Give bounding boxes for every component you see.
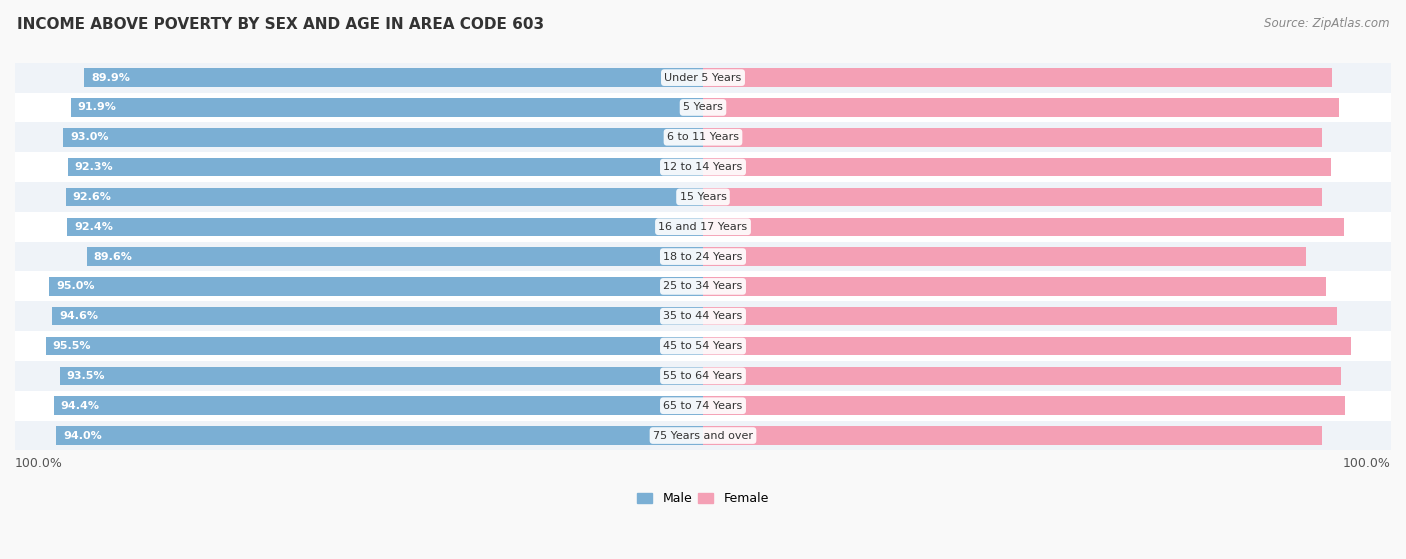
Bar [67, 217, 703, 236]
Text: 92.3%: 92.3% [75, 162, 114, 172]
Text: 90.0%: 90.0% [1277, 192, 1316, 202]
Text: 89.9%: 89.9% [91, 73, 131, 83]
Bar [15, 301, 1391, 331]
Bar [56, 427, 703, 445]
Bar [703, 427, 1322, 445]
Text: 92.4%: 92.4% [1294, 102, 1331, 112]
Bar [703, 247, 1306, 266]
Bar [703, 128, 1322, 146]
Text: 15 Years: 15 Years [679, 192, 727, 202]
Bar [70, 98, 703, 117]
Bar [703, 98, 1339, 117]
Text: 92.8%: 92.8% [1296, 371, 1334, 381]
Text: 100.0%: 100.0% [1343, 457, 1391, 470]
Bar [15, 272, 1391, 301]
Text: 100.0%: 100.0% [15, 457, 63, 470]
Bar [87, 247, 703, 266]
Bar [15, 241, 1391, 272]
Text: 89.6%: 89.6% [93, 252, 132, 262]
Text: 12 to 14 Years: 12 to 14 Years [664, 162, 742, 172]
Text: 91.3%: 91.3% [1285, 162, 1324, 172]
Text: 94.4%: 94.4% [60, 401, 100, 411]
Text: 5 Years: 5 Years [683, 102, 723, 112]
Text: 94.2%: 94.2% [1305, 341, 1344, 351]
Bar [703, 158, 1331, 176]
Text: 93.0%: 93.0% [70, 132, 108, 143]
Text: 93.3%: 93.3% [1299, 401, 1339, 411]
Bar [703, 217, 1344, 236]
Text: 45 to 54 Years: 45 to 54 Years [664, 341, 742, 351]
Bar [15, 122, 1391, 152]
Bar [84, 68, 703, 87]
Text: 65 to 74 Years: 65 to 74 Years [664, 401, 742, 411]
Text: 91.4%: 91.4% [1286, 73, 1324, 83]
Bar [15, 93, 1391, 122]
Bar [52, 307, 703, 325]
Text: 25 to 34 Years: 25 to 34 Years [664, 281, 742, 291]
Text: 90.0%: 90.0% [1277, 430, 1316, 440]
Text: 93.5%: 93.5% [66, 371, 105, 381]
Text: 18 to 24 Years: 18 to 24 Years [664, 252, 742, 262]
Text: 92.4%: 92.4% [75, 222, 112, 232]
Bar [15, 331, 1391, 361]
Text: 95.0%: 95.0% [56, 281, 94, 291]
Text: 90.5%: 90.5% [1281, 281, 1319, 291]
Bar [703, 68, 1331, 87]
Text: 35 to 44 Years: 35 to 44 Years [664, 311, 742, 321]
Bar [15, 152, 1391, 182]
Text: Under 5 Years: Under 5 Years [665, 73, 741, 83]
Bar [63, 128, 703, 146]
Bar [703, 367, 1341, 385]
Text: 91.9%: 91.9% [77, 102, 117, 112]
Bar [703, 307, 1337, 325]
Bar [703, 337, 1351, 356]
Bar [53, 396, 703, 415]
Text: 87.6%: 87.6% [1260, 252, 1299, 262]
Bar [15, 182, 1391, 212]
Text: 55 to 64 Years: 55 to 64 Years [664, 371, 742, 381]
Bar [15, 391, 1391, 420]
Bar [703, 188, 1322, 206]
Text: 92.6%: 92.6% [73, 192, 111, 202]
Bar [703, 277, 1326, 296]
Text: 6 to 11 Years: 6 to 11 Years [666, 132, 740, 143]
Bar [46, 337, 703, 356]
Text: 75 Years and over: 75 Years and over [652, 430, 754, 440]
Legend: Male, Female: Male, Female [633, 487, 773, 510]
Text: 16 and 17 Years: 16 and 17 Years [658, 222, 748, 232]
Bar [15, 212, 1391, 241]
Bar [67, 158, 703, 176]
Text: 94.0%: 94.0% [63, 430, 101, 440]
Text: 94.6%: 94.6% [59, 311, 98, 321]
Bar [703, 396, 1346, 415]
Bar [59, 367, 703, 385]
Bar [15, 361, 1391, 391]
Text: 93.1%: 93.1% [1298, 222, 1337, 232]
Text: 92.1%: 92.1% [1291, 311, 1330, 321]
Text: INCOME ABOVE POVERTY BY SEX AND AGE IN AREA CODE 603: INCOME ABOVE POVERTY BY SEX AND AGE IN A… [17, 17, 544, 32]
Bar [15, 420, 1391, 451]
Bar [49, 277, 703, 296]
Text: Source: ZipAtlas.com: Source: ZipAtlas.com [1264, 17, 1389, 30]
Text: 95.5%: 95.5% [53, 341, 91, 351]
Bar [66, 188, 703, 206]
Text: 90.0%: 90.0% [1277, 132, 1316, 143]
Bar [15, 63, 1391, 93]
